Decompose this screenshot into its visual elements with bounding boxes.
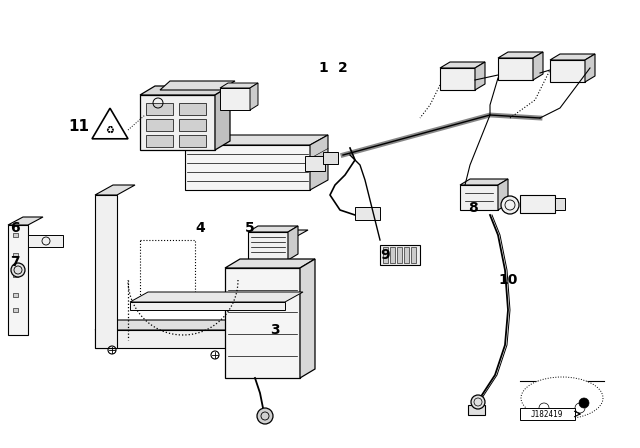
Polygon shape (220, 83, 258, 88)
Polygon shape (160, 81, 235, 90)
Text: 1: 1 (318, 61, 328, 75)
Polygon shape (460, 179, 508, 185)
Polygon shape (585, 54, 595, 82)
Polygon shape (248, 226, 298, 232)
Polygon shape (8, 225, 28, 335)
Polygon shape (185, 135, 328, 145)
Polygon shape (397, 247, 402, 263)
Polygon shape (250, 83, 258, 110)
Polygon shape (498, 179, 508, 210)
Text: 11: 11 (68, 119, 89, 134)
Polygon shape (555, 198, 565, 210)
Polygon shape (390, 247, 395, 263)
Polygon shape (8, 217, 43, 225)
Polygon shape (475, 62, 485, 90)
Text: 6: 6 (10, 221, 20, 235)
Polygon shape (550, 54, 595, 60)
Polygon shape (305, 156, 325, 171)
Text: ♻: ♻ (106, 125, 115, 135)
Polygon shape (179, 135, 206, 147)
Polygon shape (380, 245, 420, 265)
Polygon shape (140, 95, 215, 150)
Polygon shape (146, 103, 173, 115)
Polygon shape (220, 88, 250, 110)
Polygon shape (498, 58, 533, 80)
Ellipse shape (521, 377, 603, 419)
Circle shape (501, 196, 519, 214)
Text: 5: 5 (245, 221, 255, 235)
Bar (13, 273, 18, 277)
Bar (13, 308, 18, 312)
Text: 8: 8 (468, 201, 477, 215)
Polygon shape (440, 62, 485, 68)
Polygon shape (550, 60, 585, 82)
Polygon shape (28, 235, 63, 247)
Text: 3: 3 (270, 323, 280, 337)
Polygon shape (404, 247, 409, 263)
Polygon shape (323, 152, 338, 164)
Polygon shape (130, 292, 303, 302)
Polygon shape (300, 259, 315, 378)
Polygon shape (498, 52, 543, 58)
Bar (13, 233, 18, 237)
Text: 7: 7 (10, 255, 20, 269)
Circle shape (11, 263, 25, 277)
Polygon shape (95, 185, 135, 195)
Polygon shape (268, 240, 290, 348)
Text: 2: 2 (338, 61, 348, 75)
Polygon shape (288, 226, 298, 260)
Polygon shape (95, 195, 117, 348)
Polygon shape (140, 86, 230, 95)
Circle shape (471, 395, 485, 409)
Circle shape (579, 398, 589, 408)
Polygon shape (520, 195, 555, 213)
Polygon shape (95, 330, 290, 348)
Polygon shape (460, 185, 498, 210)
Bar (520, 408, 575, 420)
Polygon shape (146, 135, 173, 147)
Polygon shape (179, 119, 206, 131)
Bar (13, 253, 18, 257)
Polygon shape (533, 52, 543, 80)
Text: J182419: J182419 (531, 409, 563, 418)
Text: 4: 4 (195, 221, 205, 235)
Polygon shape (179, 103, 206, 115)
Polygon shape (355, 207, 380, 220)
Polygon shape (468, 405, 485, 415)
Polygon shape (248, 232, 288, 260)
Circle shape (257, 408, 273, 424)
Polygon shape (411, 247, 416, 263)
Polygon shape (383, 247, 388, 263)
Polygon shape (225, 259, 315, 268)
Text: 9: 9 (380, 248, 390, 262)
Polygon shape (185, 145, 310, 190)
Polygon shape (130, 302, 285, 310)
Polygon shape (310, 135, 328, 190)
Polygon shape (225, 268, 300, 378)
Polygon shape (95, 320, 308, 330)
Polygon shape (268, 230, 308, 240)
Text: 10: 10 (498, 273, 517, 287)
Polygon shape (440, 68, 475, 90)
Bar (13, 293, 18, 297)
Polygon shape (146, 119, 173, 131)
Polygon shape (215, 86, 230, 150)
